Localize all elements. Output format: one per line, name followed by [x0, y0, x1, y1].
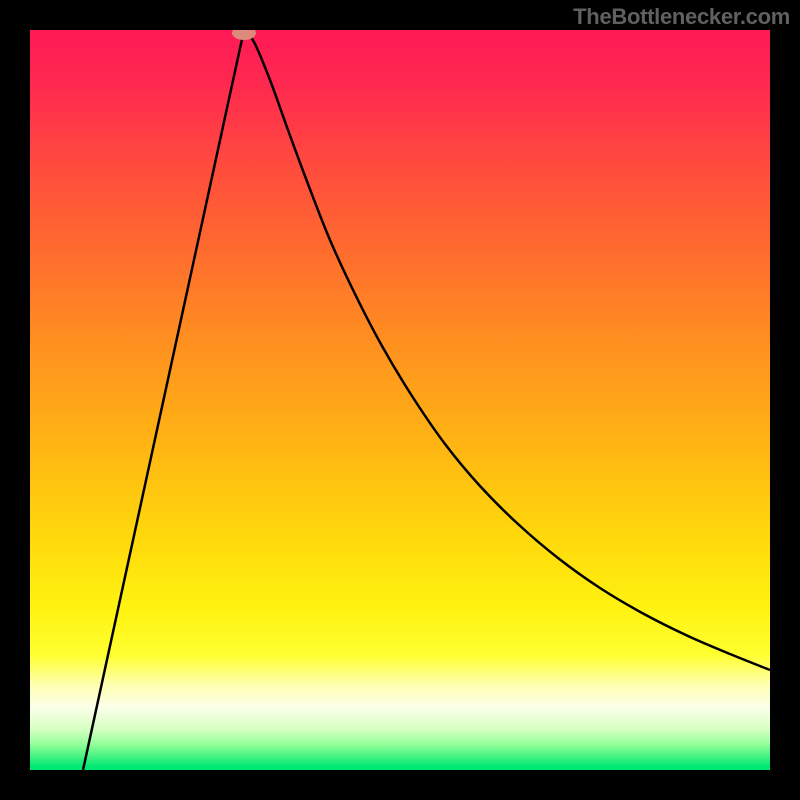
curve-layer	[30, 30, 770, 770]
watermark-text: TheBottlenecker.com	[573, 4, 790, 30]
plot-area	[30, 30, 770, 770]
bottleneck-curve	[83, 30, 770, 770]
chart-container: TheBottlenecker.com	[0, 0, 800, 800]
